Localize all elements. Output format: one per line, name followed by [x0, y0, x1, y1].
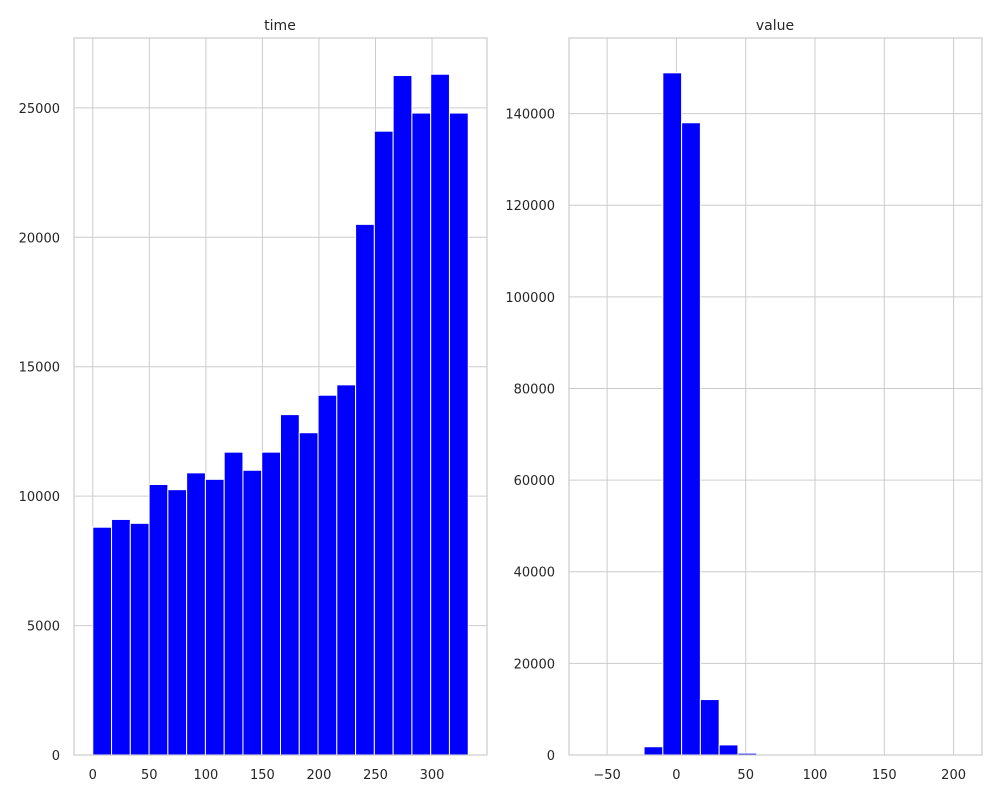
bar-time-6	[204, 478, 225, 756]
y-tick-label-value-7: 140000	[505, 108, 555, 123]
y-tick-label-value-0: 0	[547, 749, 555, 764]
y-tick-label-time-5: 25000	[19, 102, 60, 117]
y-tick-label-time-4: 20000	[19, 231, 60, 246]
bar-time-16	[392, 75, 413, 756]
bar-time-8	[242, 469, 263, 756]
bar-value-3	[643, 746, 664, 756]
histogram-value: value −50 0 50 100 150 200 0 20000 40000 60000 800…	[505, 18, 983, 783]
bar-time-13	[336, 384, 357, 756]
bar-time-11	[298, 432, 319, 756]
x-tick-label-value-1: 0	[672, 768, 680, 783]
x-tick-label-time-3: 150	[250, 768, 275, 783]
y-tick-label-time-2: 10000	[19, 490, 60, 505]
x-tick-label-value-2: 50	[737, 768, 754, 783]
bar-time-10	[280, 414, 300, 756]
x-tick-label-value-4: 150	[872, 768, 897, 783]
x-tick-label-time-6: 300	[420, 768, 445, 783]
x-tick-label-time-0: 0	[89, 768, 97, 783]
bar-time-17	[411, 112, 432, 756]
bar-time-4	[167, 489, 188, 756]
chart-title-time: time	[264, 18, 296, 34]
bar-time-19	[448, 112, 469, 756]
y-tick-label-value-1: 20000	[514, 657, 555, 672]
x-tick-label-time-1: 50	[141, 768, 158, 783]
bar-time-0	[92, 526, 113, 756]
x-tick-label-value-3: 100	[803, 768, 828, 783]
y-tick-label-value-2: 40000	[514, 566, 555, 581]
plot-frame-time	[73, 37, 488, 756]
y-tick-label-value-6: 120000	[505, 199, 555, 214]
bar-time-2	[129, 522, 150, 756]
y-tick-label-value-4: 80000	[514, 382, 555, 397]
y-tick-label-time-0: 0	[52, 749, 60, 764]
bar-value-7	[718, 744, 739, 756]
y-tick-label-value-3: 60000	[514, 474, 555, 489]
bar-value-6	[699, 699, 720, 756]
bar-time-15	[373, 130, 394, 756]
bar-time-1	[111, 518, 131, 756]
bar-value-4	[662, 72, 683, 756]
bar-time-3	[148, 484, 169, 756]
y-tick-label-time-3: 15000	[19, 361, 60, 376]
bar-time-14	[355, 223, 375, 756]
x-tick-label-time-2: 100	[193, 768, 218, 783]
plot-frame-value	[568, 37, 983, 756]
y-tick-label-value-5: 100000	[505, 291, 555, 306]
x-tick-label-value-5: 200	[941, 768, 966, 783]
bar-value-5	[681, 122, 701, 756]
bar-time-9	[261, 451, 281, 756]
chart-title-value: value	[756, 18, 794, 34]
y-tick-label-time-1: 5000	[27, 620, 60, 635]
x-tick-label-value-0: −50	[593, 768, 620, 783]
bar-time-18	[430, 73, 450, 756]
bar-time-7	[223, 451, 244, 756]
x-tick-label-time-5: 250	[363, 768, 388, 783]
x-tick-label-time-4: 200	[307, 768, 332, 783]
bar-time-12	[317, 394, 338, 756]
bar-time-5	[186, 472, 206, 756]
histogram-time: time 0 50 100 150 200 250 300 0 5000 10000 15000 20…	[19, 18, 488, 783]
